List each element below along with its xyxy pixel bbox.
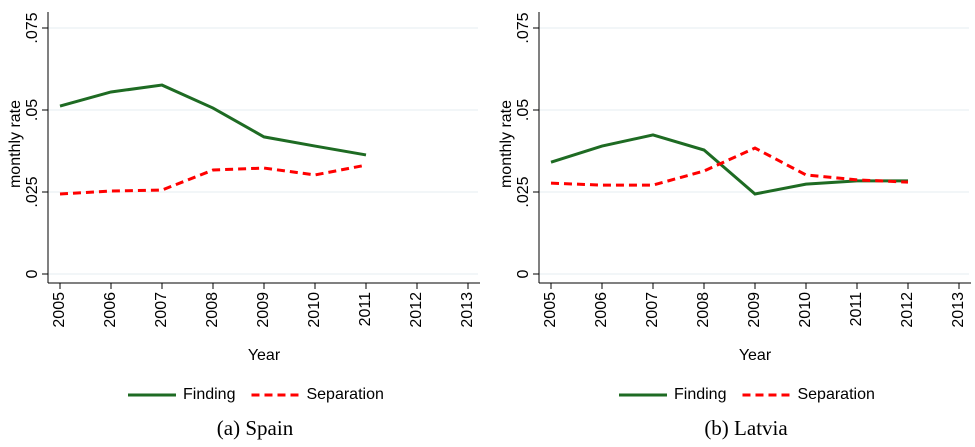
x-tick-label: 2013 <box>950 292 967 328</box>
x-tick-label: 2006 <box>102 292 119 328</box>
legend-label: Finding <box>183 386 235 403</box>
y-tick-label: .075 <box>24 12 41 43</box>
x-tick-label: 2009 <box>255 292 272 328</box>
x-tick-label: 2011 <box>848 292 865 327</box>
y-tick-label: .05 <box>24 99 41 121</box>
x-tick-label: 2008 <box>695 292 712 328</box>
legend-label: Separation <box>306 386 383 403</box>
x-tick-label: 2009 <box>746 292 763 328</box>
y-tick-label: 0 <box>515 269 532 278</box>
x-tick-label: 2013 <box>459 292 476 328</box>
series-line <box>59 163 367 196</box>
x-tick-label: 2012 <box>899 292 916 328</box>
y-tick-label: .075 <box>515 12 532 43</box>
x-tick-label: 2007 <box>153 292 170 328</box>
y-tick-label: .05 <box>515 99 532 121</box>
x-axis-label: Year <box>739 347 772 364</box>
legend-label: Separation <box>797 386 874 403</box>
y-tick-label: .025 <box>515 176 532 207</box>
x-tick-label: 2010 <box>797 292 814 328</box>
x-tick-label: 2006 <box>593 292 610 328</box>
y-axis-label: monthly rate <box>7 100 24 188</box>
x-tick-label: 2007 <box>644 292 661 328</box>
series-line <box>550 146 909 187</box>
series-line <box>59 83 367 157</box>
x-tick-label: 2010 <box>306 292 323 328</box>
legend-label: Finding <box>674 386 726 403</box>
y-tick-label: .025 <box>24 176 41 207</box>
series-line <box>550 133 908 196</box>
x-tick-label: 2011 <box>357 292 374 327</box>
y-axis-label: monthly rate <box>498 100 515 188</box>
x-tick-label: 2005 <box>51 292 68 328</box>
caption: (b) Latvia <box>704 416 788 440</box>
x-axis-label: Year <box>248 347 281 364</box>
y-tick-label: 0 <box>24 269 41 278</box>
x-tick-label: 2008 <box>204 292 221 328</box>
x-tick-label: 2005 <box>542 292 559 328</box>
x-tick-label: 2012 <box>408 292 425 328</box>
caption: (a) Spain <box>217 416 294 440</box>
